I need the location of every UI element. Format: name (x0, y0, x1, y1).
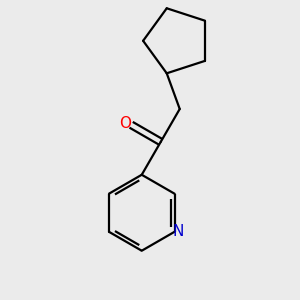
Text: O: O (119, 116, 131, 130)
Text: N: N (173, 224, 184, 239)
